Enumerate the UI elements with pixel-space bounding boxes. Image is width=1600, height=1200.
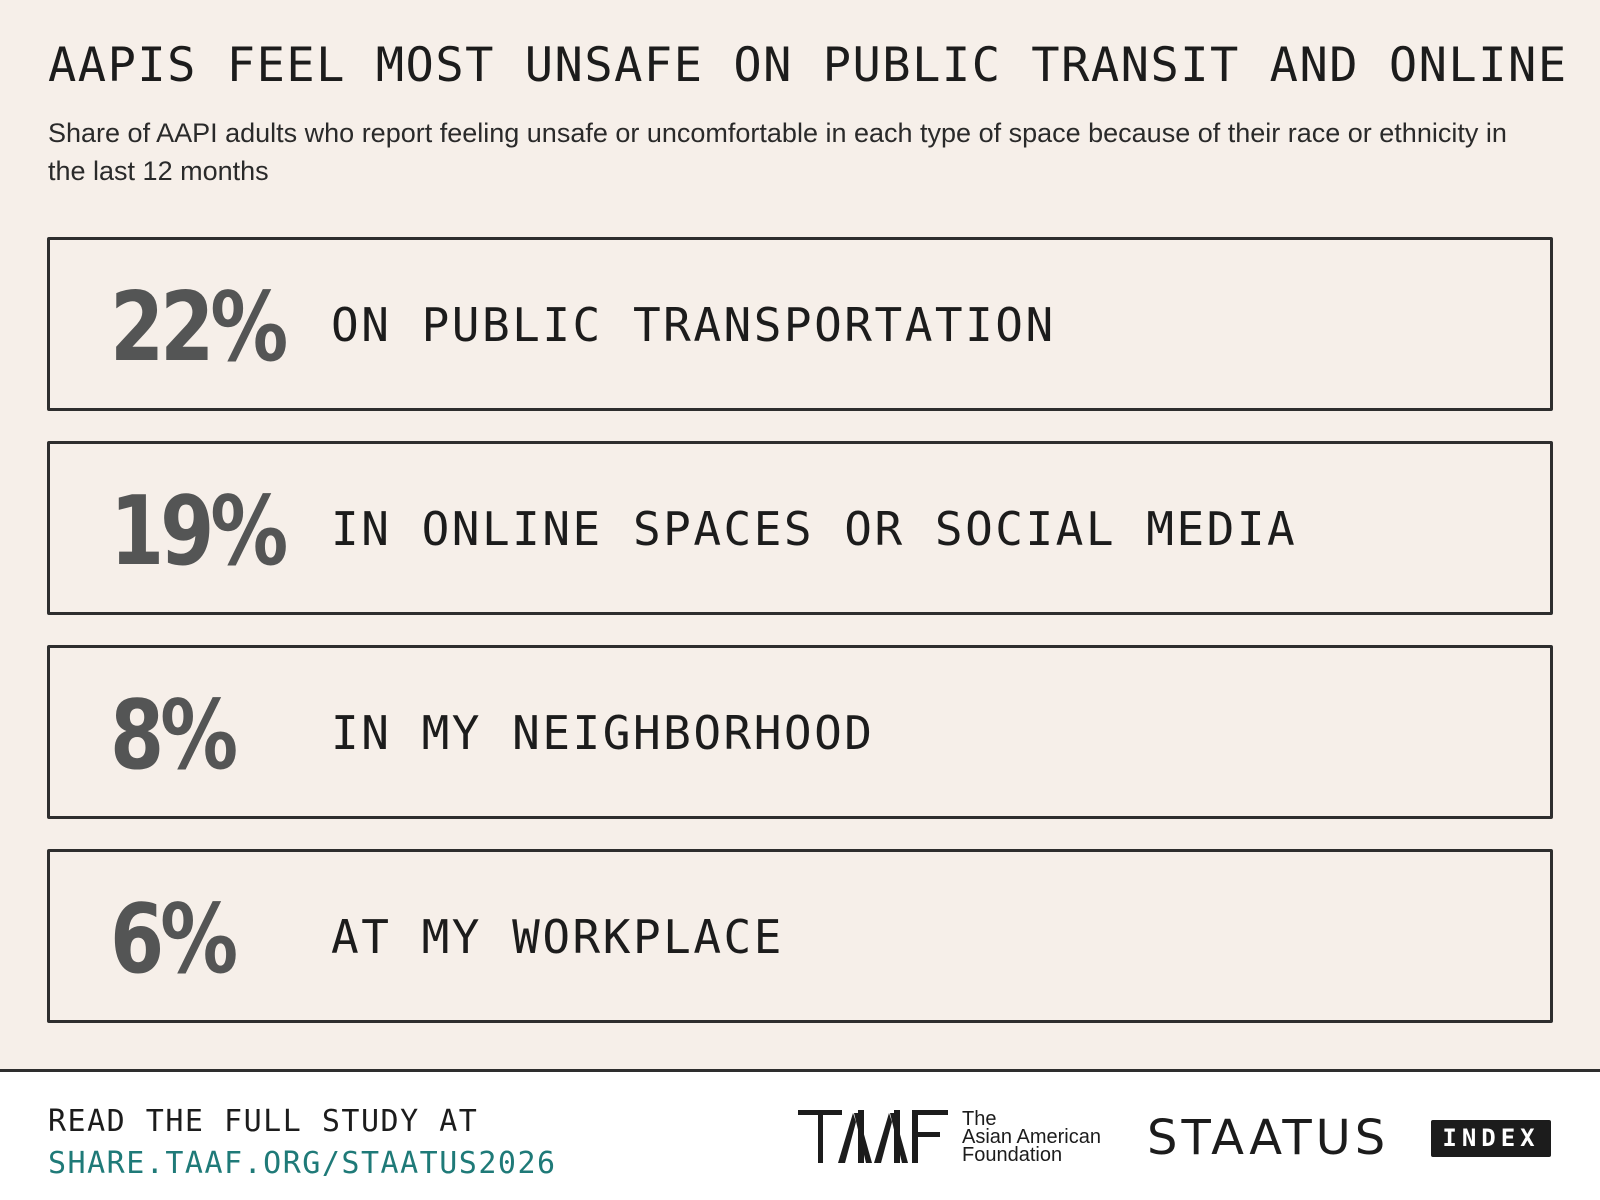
stat-label: IN ONLINE SPACES OR SOCIAL MEDIA <box>331 502 1298 556</box>
index-badge: INDEX <box>1431 1120 1551 1157</box>
taaf-name-line: The <box>962 1108 997 1130</box>
study-link[interactable]: SHARE.TAAF.ORG/STAATUS2026 <box>48 1146 557 1181</box>
stat-card-neighborhood: 8% IN MY NEIGHBORHOOD <box>47 645 1553 819</box>
stat-card-online-spaces: 19% IN ONLINE SPACES OR SOCIAL MEDIA <box>47 441 1553 615</box>
cta-text: READ THE FULL STUDY AT <box>48 1104 479 1139</box>
stat-value: 19% <box>110 477 288 587</box>
staatus-logo: STAATUS <box>1147 1110 1390 1166</box>
taaf-name-line: Foundation <box>962 1144 1063 1166</box>
page-title: AAPIS FEEL MOST UNSAFE ON PUBLIC TRANSIT… <box>48 38 1568 93</box>
stat-label: ON PUBLIC TRANSPORTATION <box>331 298 1056 352</box>
taaf-name: The Asian American Foundation <box>962 1108 1101 1166</box>
stat-value: 6% <box>110 885 238 995</box>
stat-label: IN MY NEIGHBORHOOD <box>331 706 875 760</box>
page-subtitle: Share of AAPI adults who report feeling … <box>48 118 1507 186</box>
stats-list: 22% ON PUBLIC TRANSPORTATION 19% IN ONLI… <box>47 237 1553 1053</box>
taaf-logo-icon <box>798 1110 948 1163</box>
stat-value: 8% <box>110 681 238 791</box>
stat-card-public-transportation: 22% ON PUBLIC TRANSPORTATION <box>47 237 1553 411</box>
stat-label: AT MY WORKPLACE <box>331 910 784 964</box>
taaf-name-line: Asian American <box>962 1126 1101 1148</box>
stat-card-workplace: 6% AT MY WORKPLACE <box>47 849 1553 1023</box>
stat-value: 22% <box>110 273 288 383</box>
footer: READ THE FULL STUDY AT SHARE.TAAF.ORG/ST… <box>0 1069 1600 1200</box>
